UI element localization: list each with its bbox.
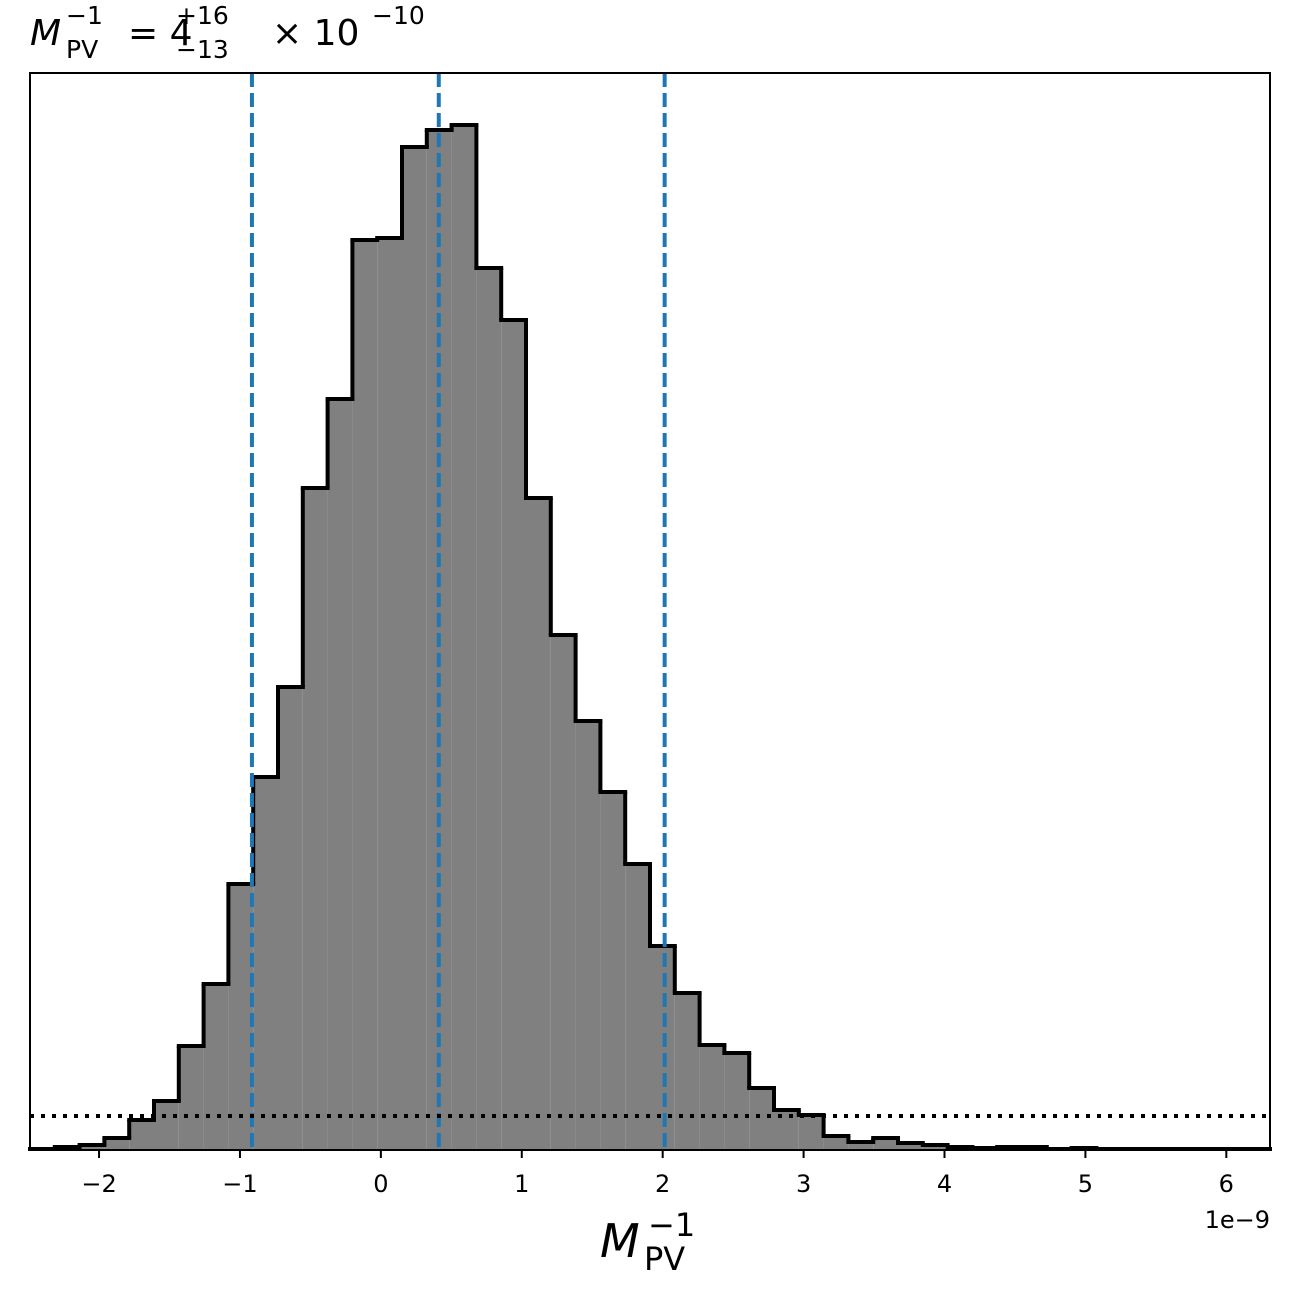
bar bbox=[575, 721, 601, 1150]
bar bbox=[749, 1088, 774, 1150]
x-tick-label: −2 bbox=[81, 1170, 116, 1198]
bar bbox=[625, 864, 650, 1150]
plot-frame bbox=[29, 72, 1271, 1151]
bar bbox=[79, 1145, 105, 1150]
bar bbox=[129, 1120, 154, 1150]
title-symbol: M bbox=[30, 13, 61, 54]
bar bbox=[674, 993, 700, 1150]
x-tick-label: 6 bbox=[1219, 1170, 1234, 1198]
x-tick-label: 5 bbox=[1078, 1170, 1093, 1198]
bar bbox=[724, 1053, 750, 1150]
chart-title: M PV −1 = 4 +16 −13 × 10 −10 bbox=[30, 0, 425, 67]
bar bbox=[699, 1045, 725, 1150]
bar bbox=[203, 984, 229, 1150]
bar bbox=[154, 1101, 179, 1150]
x-tick-label: 1 bbox=[514, 1170, 529, 1198]
bar bbox=[402, 147, 427, 1150]
x-axis-label: M PV −1 bbox=[600, 1206, 700, 1281]
x-tick-label: −1 bbox=[222, 1170, 257, 1198]
bar bbox=[848, 1142, 874, 1150]
title-subscript: PV bbox=[66, 35, 98, 64]
bar bbox=[253, 777, 278, 1150]
bar bbox=[352, 240, 378, 1150]
xlabel-superscript: −1 bbox=[648, 1206, 695, 1244]
bar bbox=[178, 1046, 204, 1150]
bar bbox=[228, 884, 254, 1150]
title-upper-error: +16 bbox=[176, 1, 229, 30]
bar bbox=[302, 488, 328, 1150]
bar bbox=[922, 1145, 948, 1150]
x-tick-label: 0 bbox=[373, 1170, 388, 1198]
bar bbox=[526, 498, 551, 1150]
xlabel-symbol: M bbox=[600, 1214, 640, 1268]
x-offset-label: 1e−9 bbox=[1205, 1206, 1270, 1234]
bar bbox=[501, 320, 526, 1150]
title-scale: × 10 bbox=[272, 13, 359, 54]
bar bbox=[774, 1110, 799, 1150]
bar bbox=[377, 238, 402, 1150]
title-exponent: −10 bbox=[372, 1, 425, 30]
x-tick-label: 2 bbox=[655, 1170, 670, 1198]
bar bbox=[898, 1143, 923, 1150]
bar bbox=[451, 125, 477, 1150]
bar bbox=[600, 792, 626, 1150]
title-lower-error: −13 bbox=[176, 35, 229, 64]
bar bbox=[798, 1115, 824, 1150]
bar bbox=[278, 687, 303, 1150]
x-tick-label: 3 bbox=[796, 1170, 811, 1198]
title-superscript: −1 bbox=[66, 1, 103, 30]
title-equals: = 4 bbox=[128, 13, 193, 54]
bar bbox=[823, 1136, 849, 1150]
bar bbox=[550, 635, 576, 1150]
bar bbox=[873, 1138, 898, 1150]
x-tick-label: 4 bbox=[937, 1170, 952, 1198]
bar bbox=[650, 946, 675, 1150]
bar bbox=[104, 1138, 130, 1150]
xlabel-subscript: PV bbox=[644, 1240, 685, 1278]
bar bbox=[476, 268, 502, 1150]
bar bbox=[327, 399, 353, 1150]
